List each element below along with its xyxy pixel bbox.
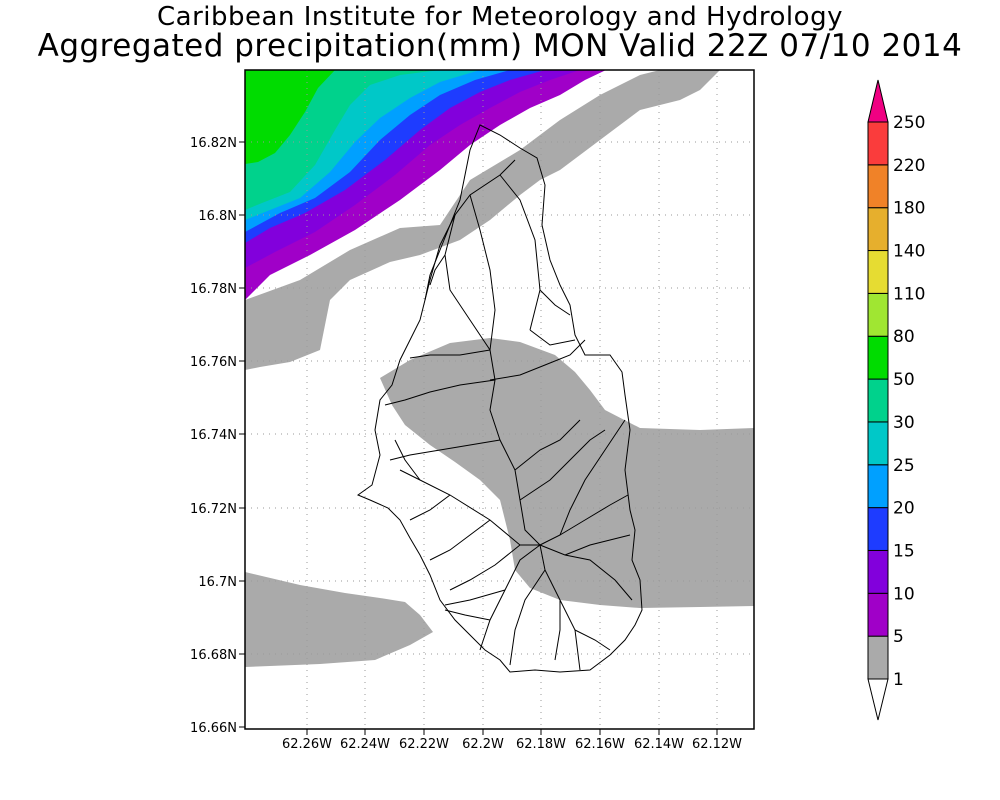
colorbar-segment — [867, 592, 889, 637]
colorbar-segment — [867, 507, 889, 551]
lon-label: 62.18W — [516, 737, 566, 752]
precip-field — [245, 70, 754, 667]
colorbar-segment — [867, 207, 889, 252]
lat-label: 16.68N — [190, 648, 237, 663]
colorbar-level-label: 15 — [893, 541, 915, 561]
lon-label: 62.26W — [282, 737, 332, 752]
colorbar-level-label: 50 — [893, 370, 915, 390]
colorbar-level-label: 180 — [893, 199, 925, 219]
colorbar-level-label: 80 — [893, 327, 915, 347]
colorbar-segment — [867, 121, 889, 166]
colorbar-segment — [867, 549, 889, 594]
precip-band-1-5-south — [245, 572, 433, 667]
colorbar-level-label: 5 — [893, 627, 904, 647]
colorbar-level-label: 110 — [893, 284, 925, 304]
colorbar-bottom-arrow — [867, 678, 889, 721]
lon-label: 62.22W — [399, 737, 449, 752]
graticule — [245, 70, 754, 729]
lon-labels: 62.26W 62.24W 62.22W 62.2W 62.18W 62.16W… — [282, 737, 742, 752]
title-institute: Caribbean Institute for Meteorology and … — [157, 2, 843, 32]
lat-label: 16.66N — [190, 721, 237, 736]
watershed-lines — [384, 159, 633, 671]
precip-band-50-80 — [245, 70, 335, 164]
island-outline — [356, 124, 643, 673]
colorbar-segment — [867, 421, 889, 466]
title-product: Aggregated precipitation(mm) MON Valid 2… — [37, 28, 963, 64]
lat-labels: 16.82N 16.8N 16.78N 16.76N 16.74N 16.72N… — [190, 136, 237, 736]
map-frame — [244, 69, 755, 730]
colorbar-segment — [867, 164, 889, 209]
colorbar-top-arrow — [867, 79, 889, 123]
colorbar-level-label: 1 — [893, 670, 904, 690]
lon-label: 62.14W — [634, 737, 684, 752]
colorbar-level-label: 25 — [893, 456, 915, 476]
colorbar-level-label: 140 — [893, 242, 925, 262]
lat-label: 16.8N — [198, 209, 237, 224]
lat-label: 16.76N — [190, 355, 237, 370]
axis-ticks — [239, 141, 718, 735]
colorbar-segment — [867, 635, 889, 680]
precip-band-1-5-central — [380, 338, 754, 608]
colorbar-segment — [867, 378, 889, 423]
lon-label: 62.16W — [575, 737, 625, 752]
lon-label: 62.2W — [462, 737, 504, 752]
colorbar-segment — [867, 250, 889, 294]
colorbar-level-label: 30 — [893, 413, 915, 433]
lat-label: 16.78N — [190, 282, 237, 297]
colorbar-level-label: 250 — [893, 113, 925, 133]
colorbar-segment — [867, 292, 889, 337]
lon-label: 62.12W — [692, 737, 742, 752]
colorbar-segment — [867, 335, 889, 380]
colorbar-segment — [867, 464, 889, 509]
colorbar-level-label: 10 — [893, 584, 915, 604]
lat-label: 16.72N — [190, 502, 237, 517]
colorbar-level-label: 20 — [893, 499, 915, 519]
lat-label: 16.74N — [190, 428, 237, 443]
lat-label: 16.7N — [198, 575, 237, 590]
lon-label: 62.24W — [340, 737, 390, 752]
colorbar-level-label: 220 — [893, 156, 925, 176]
lat-label: 16.82N — [190, 136, 237, 151]
